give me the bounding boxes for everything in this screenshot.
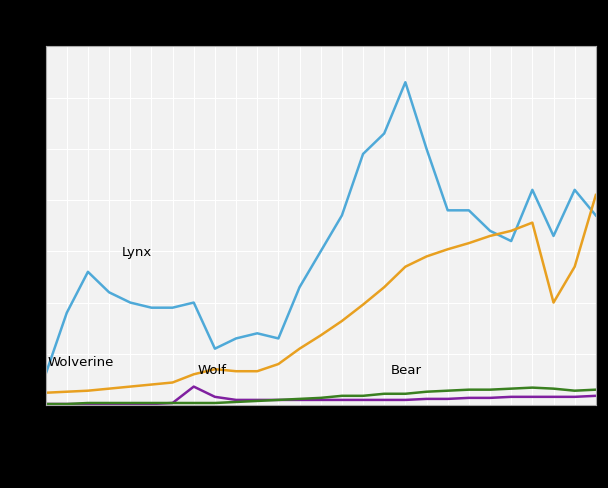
Text: Wolf: Wolf bbox=[198, 365, 227, 377]
Text: Lynx: Lynx bbox=[122, 246, 152, 260]
Text: Bear: Bear bbox=[390, 365, 421, 377]
Text: Wolverine: Wolverine bbox=[47, 356, 114, 369]
